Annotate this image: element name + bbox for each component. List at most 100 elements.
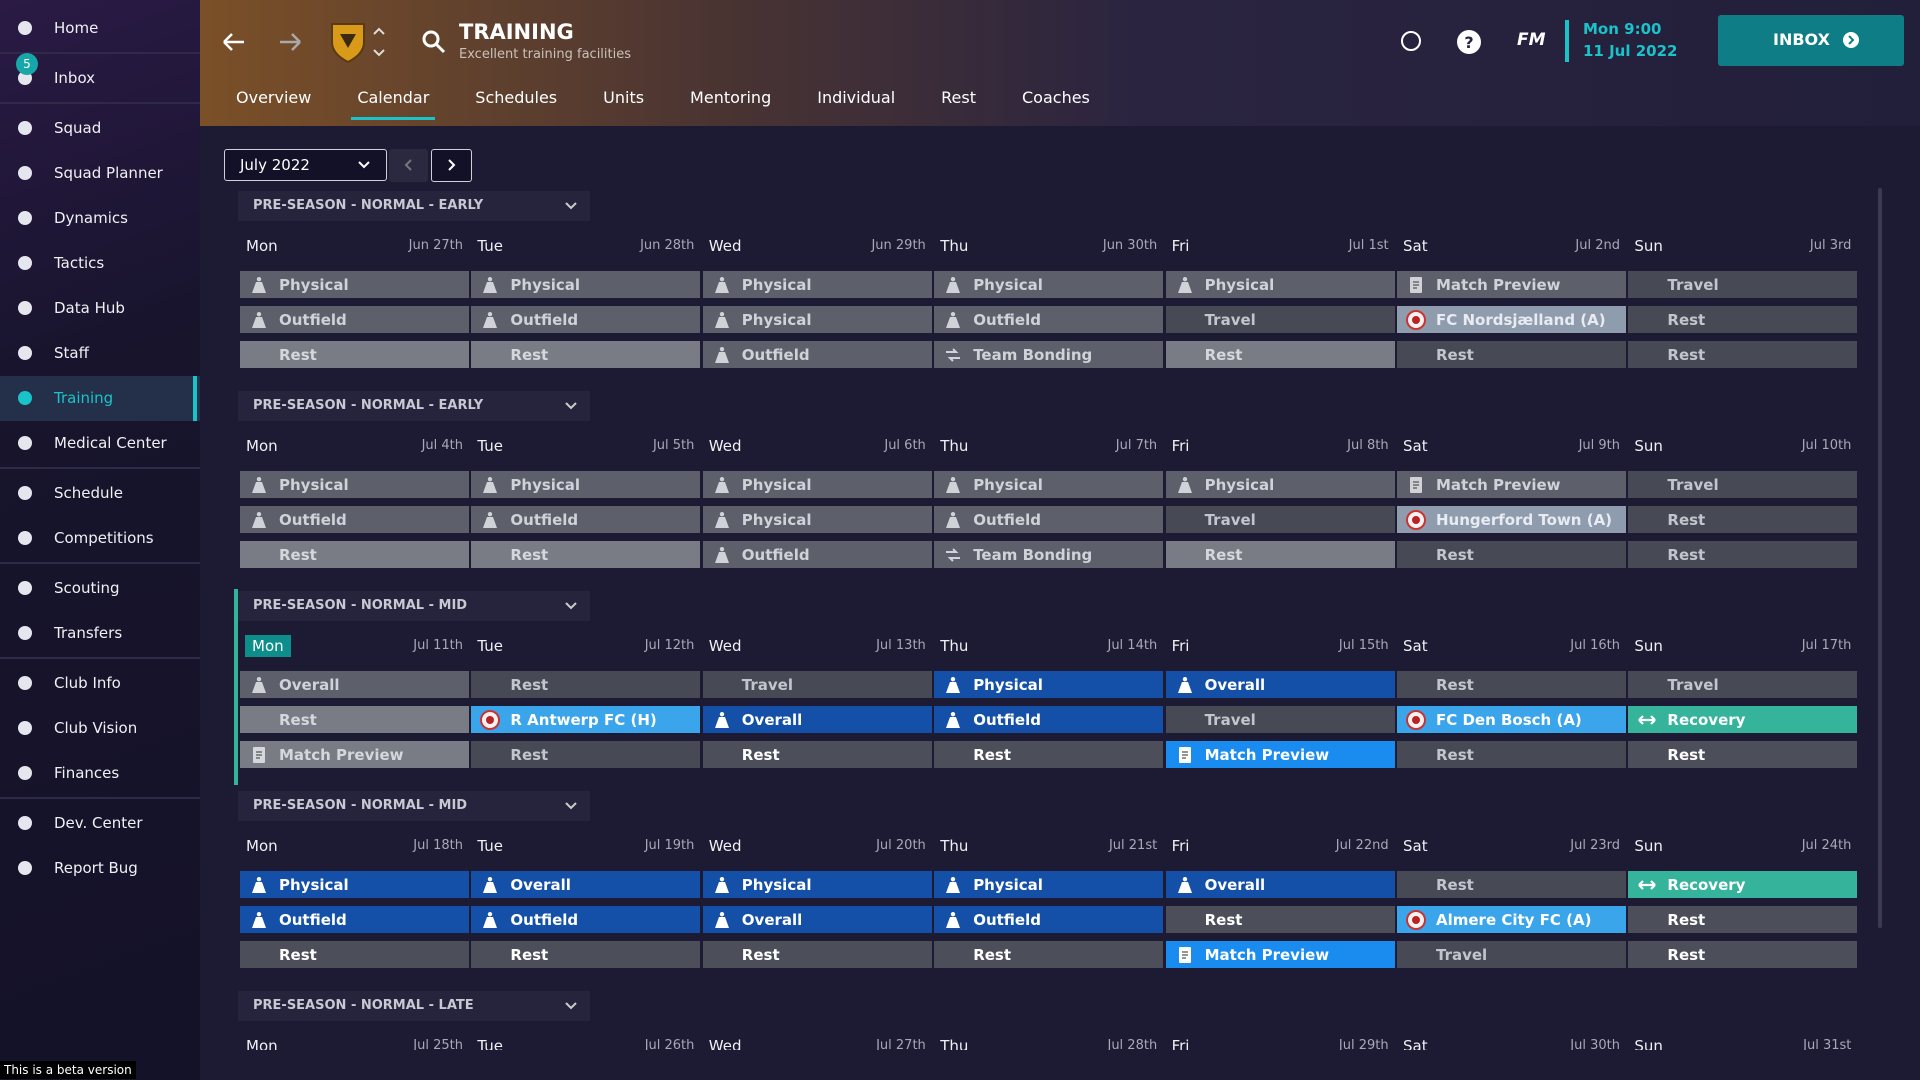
session-cell[interactable]: Match Preview [1165,740,1395,768]
session-cell[interactable]: Rest [471,670,701,698]
session-cell[interactable]: Travel [1628,470,1858,498]
tab[interactable]: Units [603,88,645,107]
session-cell[interactable]: Physical [702,870,932,898]
session-cell[interactable]: Rest [1628,905,1858,933]
nav-item[interactable]: Competitions [0,516,200,561]
tab[interactable]: Overview [236,88,312,107]
session-cell[interactable]: Overall [240,670,469,698]
nav-item[interactable]: Transfers [0,611,200,656]
session-cell[interactable]: Rest [471,740,701,768]
session-cell[interactable]: Physical [240,870,469,898]
session-cell[interactable]: Outfield [471,305,701,333]
session-cell[interactable]: Rest [1165,340,1395,368]
nav-item[interactable]: Squad [0,106,200,151]
session-cell[interactable]: Rest [471,340,701,368]
session-cell[interactable]: Physical [471,470,701,498]
session-cell[interactable]: Physical [702,505,932,533]
prev-month[interactable] [389,149,428,182]
session-cell[interactable]: Match Preview [240,740,469,768]
session-cell[interactable]: Almere City FC (A) [1397,905,1626,933]
week-header[interactable]: PRE-SEASON - NORMAL - LATE [238,991,590,1021]
session-cell[interactable]: Match Preview [1397,470,1626,498]
session-cell[interactable]: Overall [1165,870,1395,898]
nav-item[interactable]: Dev. Center [0,801,200,846]
session-cell[interactable]: Outfield [471,505,701,533]
week-header[interactable]: PRE-SEASON - NORMAL - MID [238,591,590,621]
nav-item[interactable]: Squad Planner [0,151,200,196]
session-cell[interactable]: Physical [240,270,469,298]
session-cell[interactable]: Rest [934,740,1164,768]
session-cell[interactable]: Rest [1165,540,1395,568]
scrollbar[interactable] [1878,188,1882,928]
session-cell[interactable]: Rest [240,940,469,968]
session-cell[interactable]: Rest [1397,740,1626,768]
session-cell[interactable]: Rest [702,740,932,768]
week-header[interactable]: PRE-SEASON - NORMAL - EARLY [238,391,590,421]
session-cell[interactable]: Travel [1165,705,1395,733]
session-cell[interactable]: Rest [1628,740,1858,768]
session-cell[interactable]: Rest [934,940,1164,968]
inbox-button[interactable]: INBOX [1718,15,1904,66]
search-icon[interactable] [420,28,448,56]
session-cell[interactable]: Outfield [240,305,469,333]
session-cell[interactable]: FC Nordsjælland (A) [1397,305,1626,333]
session-cell[interactable]: Physical [471,270,701,298]
session-cell[interactable]: Rest [1628,340,1858,368]
session-cell[interactable]: Rest [471,940,701,968]
session-cell[interactable]: Rest [1628,305,1858,333]
nav-item[interactable]: Home [0,6,200,51]
nav-item[interactable]: Inbox 5 [0,53,200,101]
session-cell[interactable]: Travel [702,670,932,698]
session-cell[interactable]: Physical [702,305,932,333]
nav-item[interactable]: Staff [0,331,200,376]
session-cell[interactable]: Recovery [1628,870,1858,898]
session-cell[interactable]: Physical [934,470,1164,498]
session-cell[interactable]: Rest [240,705,469,733]
tab[interactable]: Individual [817,88,896,107]
session-cell[interactable]: Rest [471,540,701,568]
session-cell[interactable]: R Antwerp FC (H) [471,705,701,733]
next-month[interactable] [431,149,472,182]
session-cell[interactable]: Match Preview [1397,270,1626,298]
nav-item[interactable]: Dynamics [0,196,200,241]
session-cell[interactable]: FC Den Bosch (A) [1397,705,1626,733]
nav-item[interactable]: Medical Center [0,421,200,466]
session-cell[interactable]: Hungerford Town (A) [1397,505,1626,533]
session-cell[interactable]: Physical [1165,470,1395,498]
session-cell[interactable]: Overall [471,870,701,898]
session-cell[interactable]: Outfield [934,505,1164,533]
nav-item[interactable]: Club Info [0,661,200,706]
session-cell[interactable]: Overall [702,705,932,733]
nav-item[interactable]: Training [0,376,200,421]
nav-item[interactable]: Finances [0,751,200,796]
session-cell[interactable]: Team Bonding [934,540,1164,568]
session-cell[interactable]: Physical [1165,270,1395,298]
nav-item[interactable]: Tactics [0,241,200,286]
tab[interactable]: Calendar [351,88,436,120]
session-cell[interactable]: Travel [1397,940,1626,968]
nav-item[interactable]: Club Vision [0,706,200,751]
nav-item[interactable]: Schedule [0,471,200,516]
tab[interactable]: Coaches [1022,88,1090,107]
session-cell[interactable]: Travel [1165,305,1395,333]
session-cell[interactable]: Rest [1397,540,1626,568]
session-cell[interactable]: Outfield [240,905,469,933]
session-cell[interactable]: Outfield [471,905,701,933]
nav-arrows[interactable] [220,28,320,56]
tab[interactable]: Mentoring [690,88,772,107]
nav-item[interactable]: Report Bug [0,846,200,891]
session-cell[interactable]: Match Preview [1165,940,1395,968]
session-cell[interactable]: Travel [1628,670,1858,698]
session-cell[interactable]: Rest [1628,940,1858,968]
session-cell[interactable]: Rest [240,340,469,368]
session-cell[interactable]: Physical [934,270,1164,298]
session-cell[interactable]: Outfield [240,505,469,533]
session-cell[interactable]: Recovery [1628,705,1858,733]
session-cell[interactable]: Physical [934,870,1164,898]
session-cell[interactable]: Rest [1628,505,1858,533]
session-cell[interactable]: Team Bonding [934,340,1164,368]
session-cell[interactable]: Rest [702,940,932,968]
session-cell[interactable]: Physical [702,470,932,498]
session-cell[interactable]: Outfield [934,305,1164,333]
session-cell[interactable]: Outfield [702,340,932,368]
